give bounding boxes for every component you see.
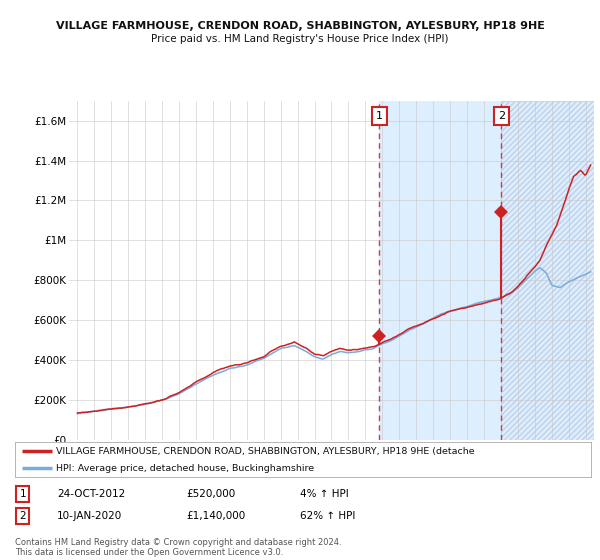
VILLAGE FARMHOUSE, CRENDON ROAD, SHABBINGTON, AYLESBURY, HP18 9HE (detache (199, 376, 206, 382)
HPI: Average price, detached house, Buckinghamshire: (2e+03, 1.63e+05): Average price, detached house, Buckingha… (124, 404, 131, 410)
Text: HPI: Average price, detached house, Buckinghamshire: HPI: Average price, detached house, Buck… (56, 464, 314, 473)
Bar (502, 101, 594, 440)
Line: HPI: Average price, detached house, Buckinghamshire: HPI: Average price, detached house, Buck… (77, 268, 590, 414)
VILLAGE FARMHOUSE, CRENDON ROAD, SHABBINGTON, AYLESBURY, HP18 9HE (detache (101, 406, 108, 413)
VILLAGE FARMHOUSE, CRENDON ROAD, SHABBINGTON, AYLESBURY, HP18 9HE (detache (124, 404, 131, 410)
Text: 2: 2 (498, 111, 505, 121)
Line: VILLAGE FARMHOUSE, CRENDON ROAD, SHABBINGTON, AYLESBURY, HP18 9HE (detache: VILLAGE FARMHOUSE, CRENDON ROAD, SHABBIN… (77, 165, 590, 413)
Bar (379, 101, 502, 440)
Text: VILLAGE FARMHOUSE, CRENDON ROAD, SHABBINGTON, AYLESBURY, HP18 9HE: VILLAGE FARMHOUSE, CRENDON ROAD, SHABBIN… (56, 21, 544, 31)
HPI: Average price, detached house, Buckinghamshire: (2e+03, 1.47e+05): Average price, detached house, Buckingha… (101, 407, 108, 414)
Text: 1: 1 (19, 489, 26, 499)
Text: 24-OCT-2012: 24-OCT-2012 (57, 489, 125, 499)
HPI: Average price, detached house, Buckinghamshire: (2e+03, 2.67e+05): Average price, detached house, Buckingha… (188, 383, 196, 390)
HPI: Average price, detached house, Buckinghamshire: (2.01e+03, 4.71e+05): Average price, detached house, Buckingha… (291, 342, 298, 349)
Text: £520,000: £520,000 (186, 489, 235, 499)
Text: VILLAGE FARMHOUSE, CRENDON ROAD, SHABBINGTON, AYLESBURY, HP18 9HE (detache: VILLAGE FARMHOUSE, CRENDON ROAD, SHABBIN… (56, 446, 475, 456)
HPI: Average price, detached house, Buckinghamshire: (2e+03, 1.3e+05): Average price, detached house, Buckingha… (74, 410, 81, 417)
Text: Price paid vs. HM Land Registry's House Price Index (HPI): Price paid vs. HM Land Registry's House … (151, 34, 449, 44)
Text: Contains HM Land Registry data © Crown copyright and database right 2024.
This d: Contains HM Land Registry data © Crown c… (15, 538, 341, 557)
VILLAGE FARMHOUSE, CRENDON ROAD, SHABBINGTON, AYLESBURY, HP18 9HE (detache (291, 338, 298, 345)
HPI: Average price, detached house, Buckinghamshire: (2e+03, 2.95e+05): Average price, detached house, Buckingha… (199, 377, 206, 384)
Text: 1: 1 (376, 111, 383, 121)
Text: 10-JAN-2020: 10-JAN-2020 (57, 511, 122, 521)
Text: 62% ↑ HPI: 62% ↑ HPI (300, 511, 355, 521)
VILLAGE FARMHOUSE, CRENDON ROAD, SHABBINGTON, AYLESBURY, HP18 9HE (detache (587, 162, 594, 169)
VILLAGE FARMHOUSE, CRENDON ROAD, SHABBINGTON, AYLESBURY, HP18 9HE (detache (188, 381, 196, 388)
HPI: Average price, detached house, Buckinghamshire: (2.03e+03, 8.42e+05): Average price, detached house, Buckingha… (587, 268, 594, 275)
Text: 4% ↑ HPI: 4% ↑ HPI (300, 489, 349, 499)
VILLAGE FARMHOUSE, CRENDON ROAD, SHABBINGTON, AYLESBURY, HP18 9HE (detache (74, 410, 81, 417)
Bar (502, 101, 594, 440)
Text: £1,140,000: £1,140,000 (186, 511, 245, 521)
VILLAGE FARMHOUSE, CRENDON ROAD, SHABBINGTON, AYLESBURY, HP18 9HE (detache (464, 304, 471, 311)
HPI: Average price, detached house, Buckinghamshire: (2.02e+03, 8.62e+05): Average price, detached house, Buckingha… (536, 264, 543, 271)
HPI: Average price, detached house, Buckinghamshire: (2.02e+03, 6.68e+05): Average price, detached house, Buckingha… (464, 303, 471, 310)
Text: 2: 2 (19, 511, 26, 521)
